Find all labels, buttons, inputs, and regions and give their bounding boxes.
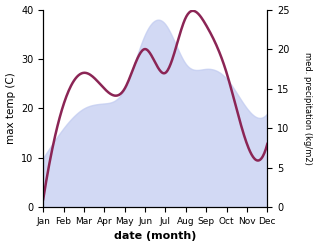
Y-axis label: max temp (C): max temp (C): [5, 72, 16, 144]
X-axis label: date (month): date (month): [114, 231, 197, 242]
Y-axis label: med. precipitation (kg/m2): med. precipitation (kg/m2): [303, 52, 313, 165]
